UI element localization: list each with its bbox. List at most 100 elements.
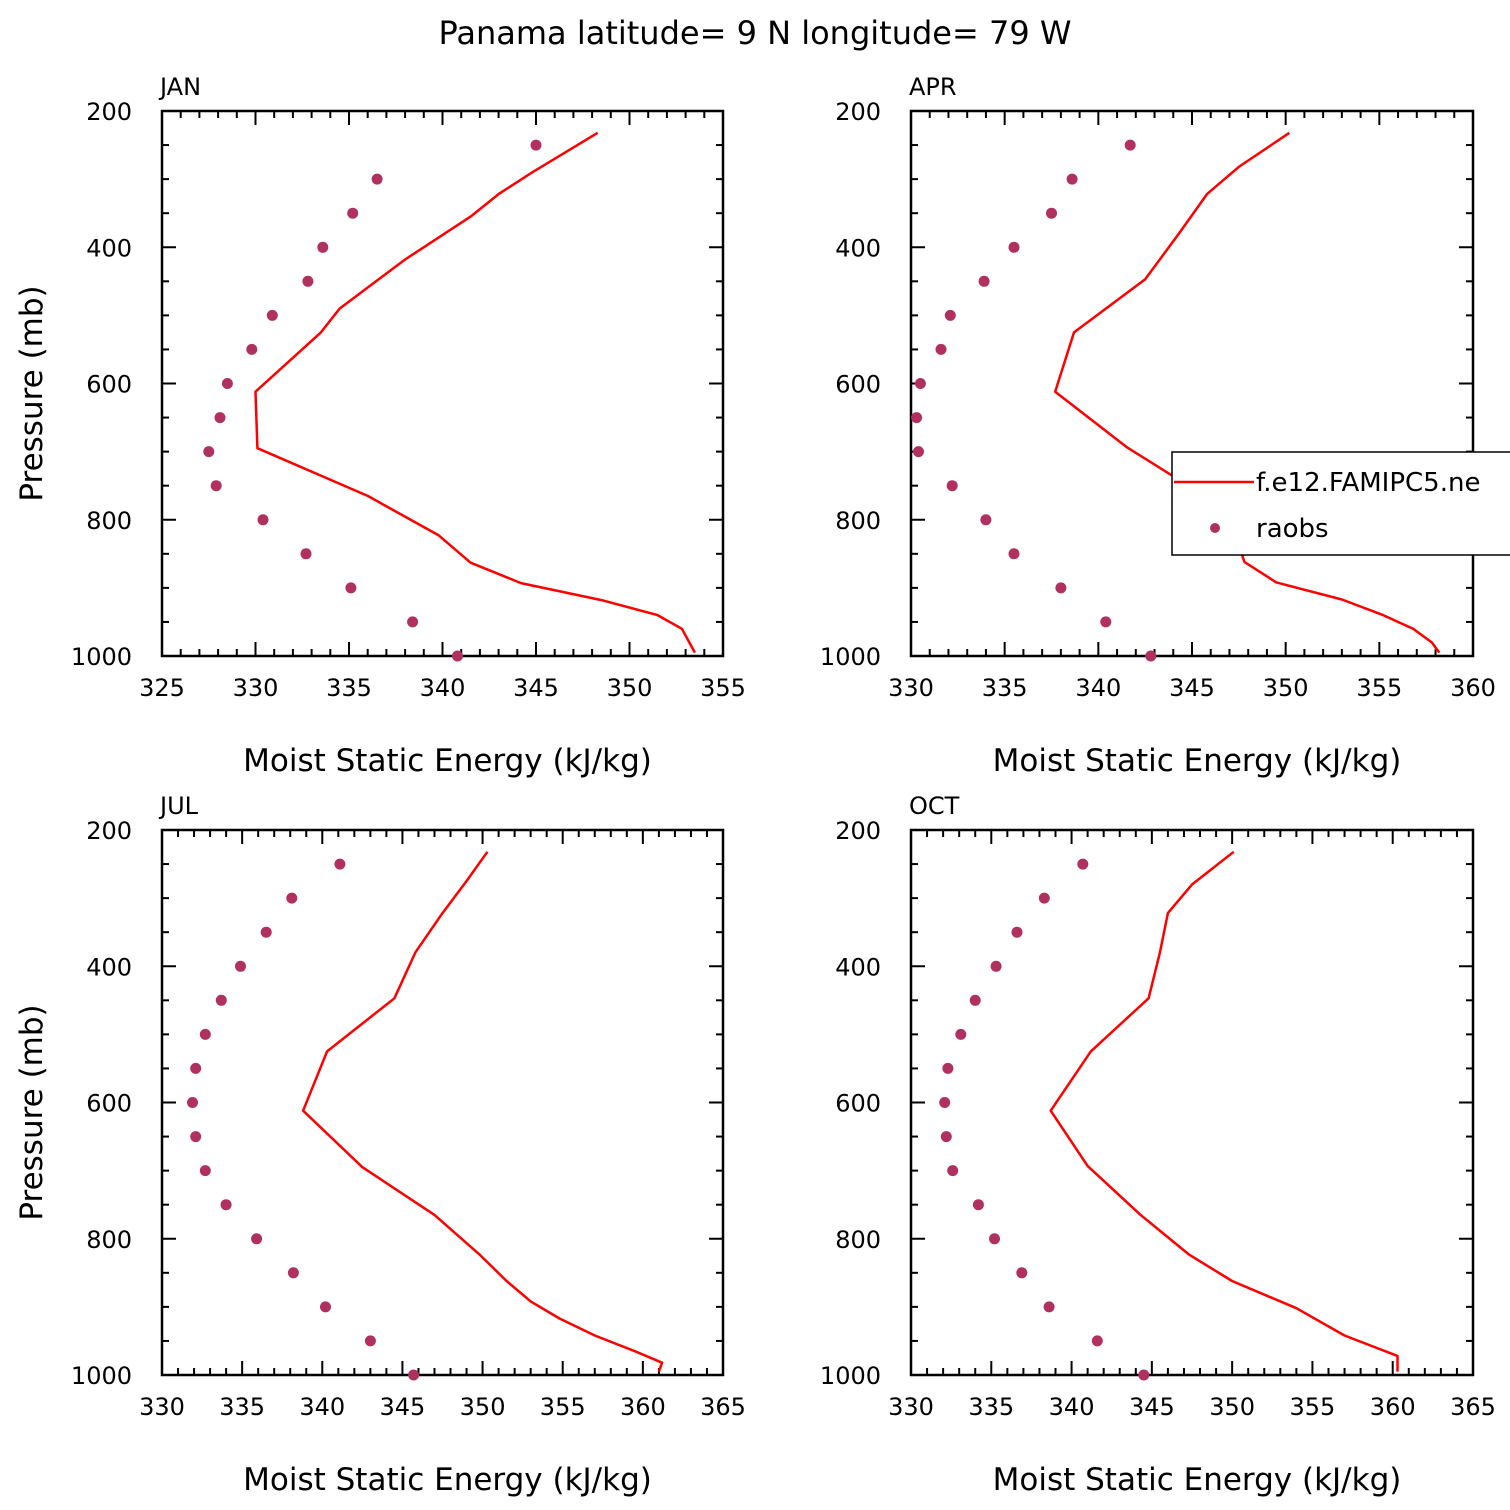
raobs-point [203, 446, 215, 458]
plot-frame [909, 828, 1475, 1377]
raobs-point [334, 858, 346, 870]
raobs-point [947, 1165, 959, 1177]
raobs-point [187, 1097, 198, 1108]
raobs-point [214, 412, 226, 424]
x-tick-label: 340 [420, 674, 466, 702]
raobs-point [300, 548, 312, 560]
raobs-point [287, 1267, 299, 1279]
x-tick-label: 365 [1450, 1393, 1496, 1421]
raobs-point [407, 616, 419, 628]
figure-title: Panama latitude= 9 N longitude= 79 W [439, 14, 1072, 52]
x-tick-label: 350 [607, 674, 653, 702]
x-tick-label: 330 [888, 1393, 934, 1421]
x-tick-label: 340 [1049, 1393, 1095, 1421]
x-axis-label: Moist Static Energy (kJ/kg) [993, 1462, 1402, 1498]
x-tick-label: 335 [326, 674, 372, 702]
y-tick-label: 600 [86, 371, 132, 399]
y-tick-label: 400 [86, 234, 132, 262]
x-tick-label: 330 [888, 674, 934, 702]
x-tick-label: 355 [1356, 674, 1402, 702]
x-tick-label: 330 [139, 1393, 185, 1421]
legend-dot-swatch [1210, 523, 1220, 533]
x-tick-label: 325 [139, 674, 185, 702]
raobs-point [989, 1233, 1000, 1245]
raobs-point [1016, 1267, 1028, 1279]
panel-title: APR [909, 73, 957, 101]
raobs-point [1124, 139, 1136, 151]
x-tick-label: 345 [1169, 674, 1215, 702]
x-axis-label: Moist Static Energy (kJ/kg) [243, 1462, 652, 1498]
x-tick-label: 345 [1129, 1393, 1175, 1421]
panels: JAN 325 330 335 340 345 350 355 200 400 600 800 1000… [14, 73, 1496, 1498]
y-tick-label: 600 [835, 371, 881, 399]
raobs-point [1008, 241, 1020, 253]
x-axis-label: Moist Static Energy (kJ/kg) [993, 743, 1402, 779]
raobs-point [220, 1199, 232, 1211]
y-tick-label: 1000 [71, 1362, 132, 1390]
y-tick-label: 400 [835, 953, 881, 981]
x-tick-label: 340 [1075, 674, 1121, 702]
model-profile-line [1053, 131, 1441, 654]
raobs-point [946, 480, 958, 492]
y-tick-label: 200 [835, 98, 881, 126]
raobs-point [980, 514, 992, 526]
raobs-point [969, 994, 981, 1006]
x-tick-label: 345 [513, 674, 559, 702]
y-tick-label: 200 [86, 817, 132, 845]
raobs-point [1046, 207, 1057, 219]
panel-title: JUL [158, 792, 199, 820]
raobs-point [452, 650, 463, 662]
x-tick-label: 340 [299, 1393, 345, 1421]
raobs-point [990, 960, 1002, 972]
raobs-point [1077, 858, 1089, 870]
model-profile-line [254, 131, 696, 654]
raobs-point [302, 275, 314, 287]
x-tick-label: 360 [620, 1393, 666, 1421]
raobs-point [210, 480, 222, 492]
x-tick-label: 360 [1370, 1393, 1416, 1421]
raobs-point [1100, 616, 1112, 628]
y-tick-label: 1000 [820, 643, 881, 671]
chart-panel-jan: JAN 325 330 335 340 345 350 355 200 400 600 800 1000… [14, 73, 746, 779]
raobs-point [1038, 892, 1050, 904]
x-tick-label: 335 [982, 674, 1028, 702]
panel-title: OCT [909, 792, 960, 820]
y-tick-label: 800 [835, 507, 881, 535]
raobs-point [364, 1335, 376, 1347]
x-tick-label: 365 [700, 1393, 746, 1421]
raobs-point [913, 446, 924, 458]
x-tick-label: 355 [700, 674, 746, 702]
raobs-point [215, 994, 227, 1006]
y-axis-label: Pressure (mb) [14, 1004, 50, 1220]
raobs-point [1055, 582, 1067, 594]
raobs-point [530, 139, 542, 151]
x-tick-label: 335 [219, 1393, 265, 1421]
raobs-point [371, 173, 383, 185]
raobs-point [408, 1369, 420, 1381]
x-tick-label: 350 [1263, 674, 1309, 702]
raobs-point [190, 1062, 202, 1074]
x-tick-label: 355 [540, 1393, 586, 1421]
y-tick-label: 200 [86, 98, 132, 126]
y-tick-label: 600 [835, 1090, 881, 1118]
x-tick-label: 350 [1209, 1393, 1255, 1421]
raobs-point [955, 1028, 967, 1040]
raobs-point [942, 1062, 954, 1074]
x-tick-label: 360 [1450, 674, 1496, 702]
raobs-point [266, 309, 278, 321]
y-tick-label: 400 [86, 953, 132, 981]
panel-title: JAN [158, 73, 201, 101]
raobs-point [935, 343, 947, 355]
legend-box [1171, 451, 1510, 556]
raobs-point [1008, 548, 1020, 560]
raobs-point [1145, 650, 1157, 662]
raobs-point [914, 378, 926, 389]
raobs-point [221, 378, 233, 389]
x-axis-label: Moist Static Energy (kJ/kg) [243, 743, 652, 779]
model-profile-line [301, 851, 664, 1373]
raobs-point [260, 926, 272, 938]
y-tick-label: 1000 [820, 1362, 881, 1390]
raobs-point [286, 892, 298, 904]
y-tick-label: 800 [86, 507, 132, 535]
raobs-point [944, 309, 956, 321]
